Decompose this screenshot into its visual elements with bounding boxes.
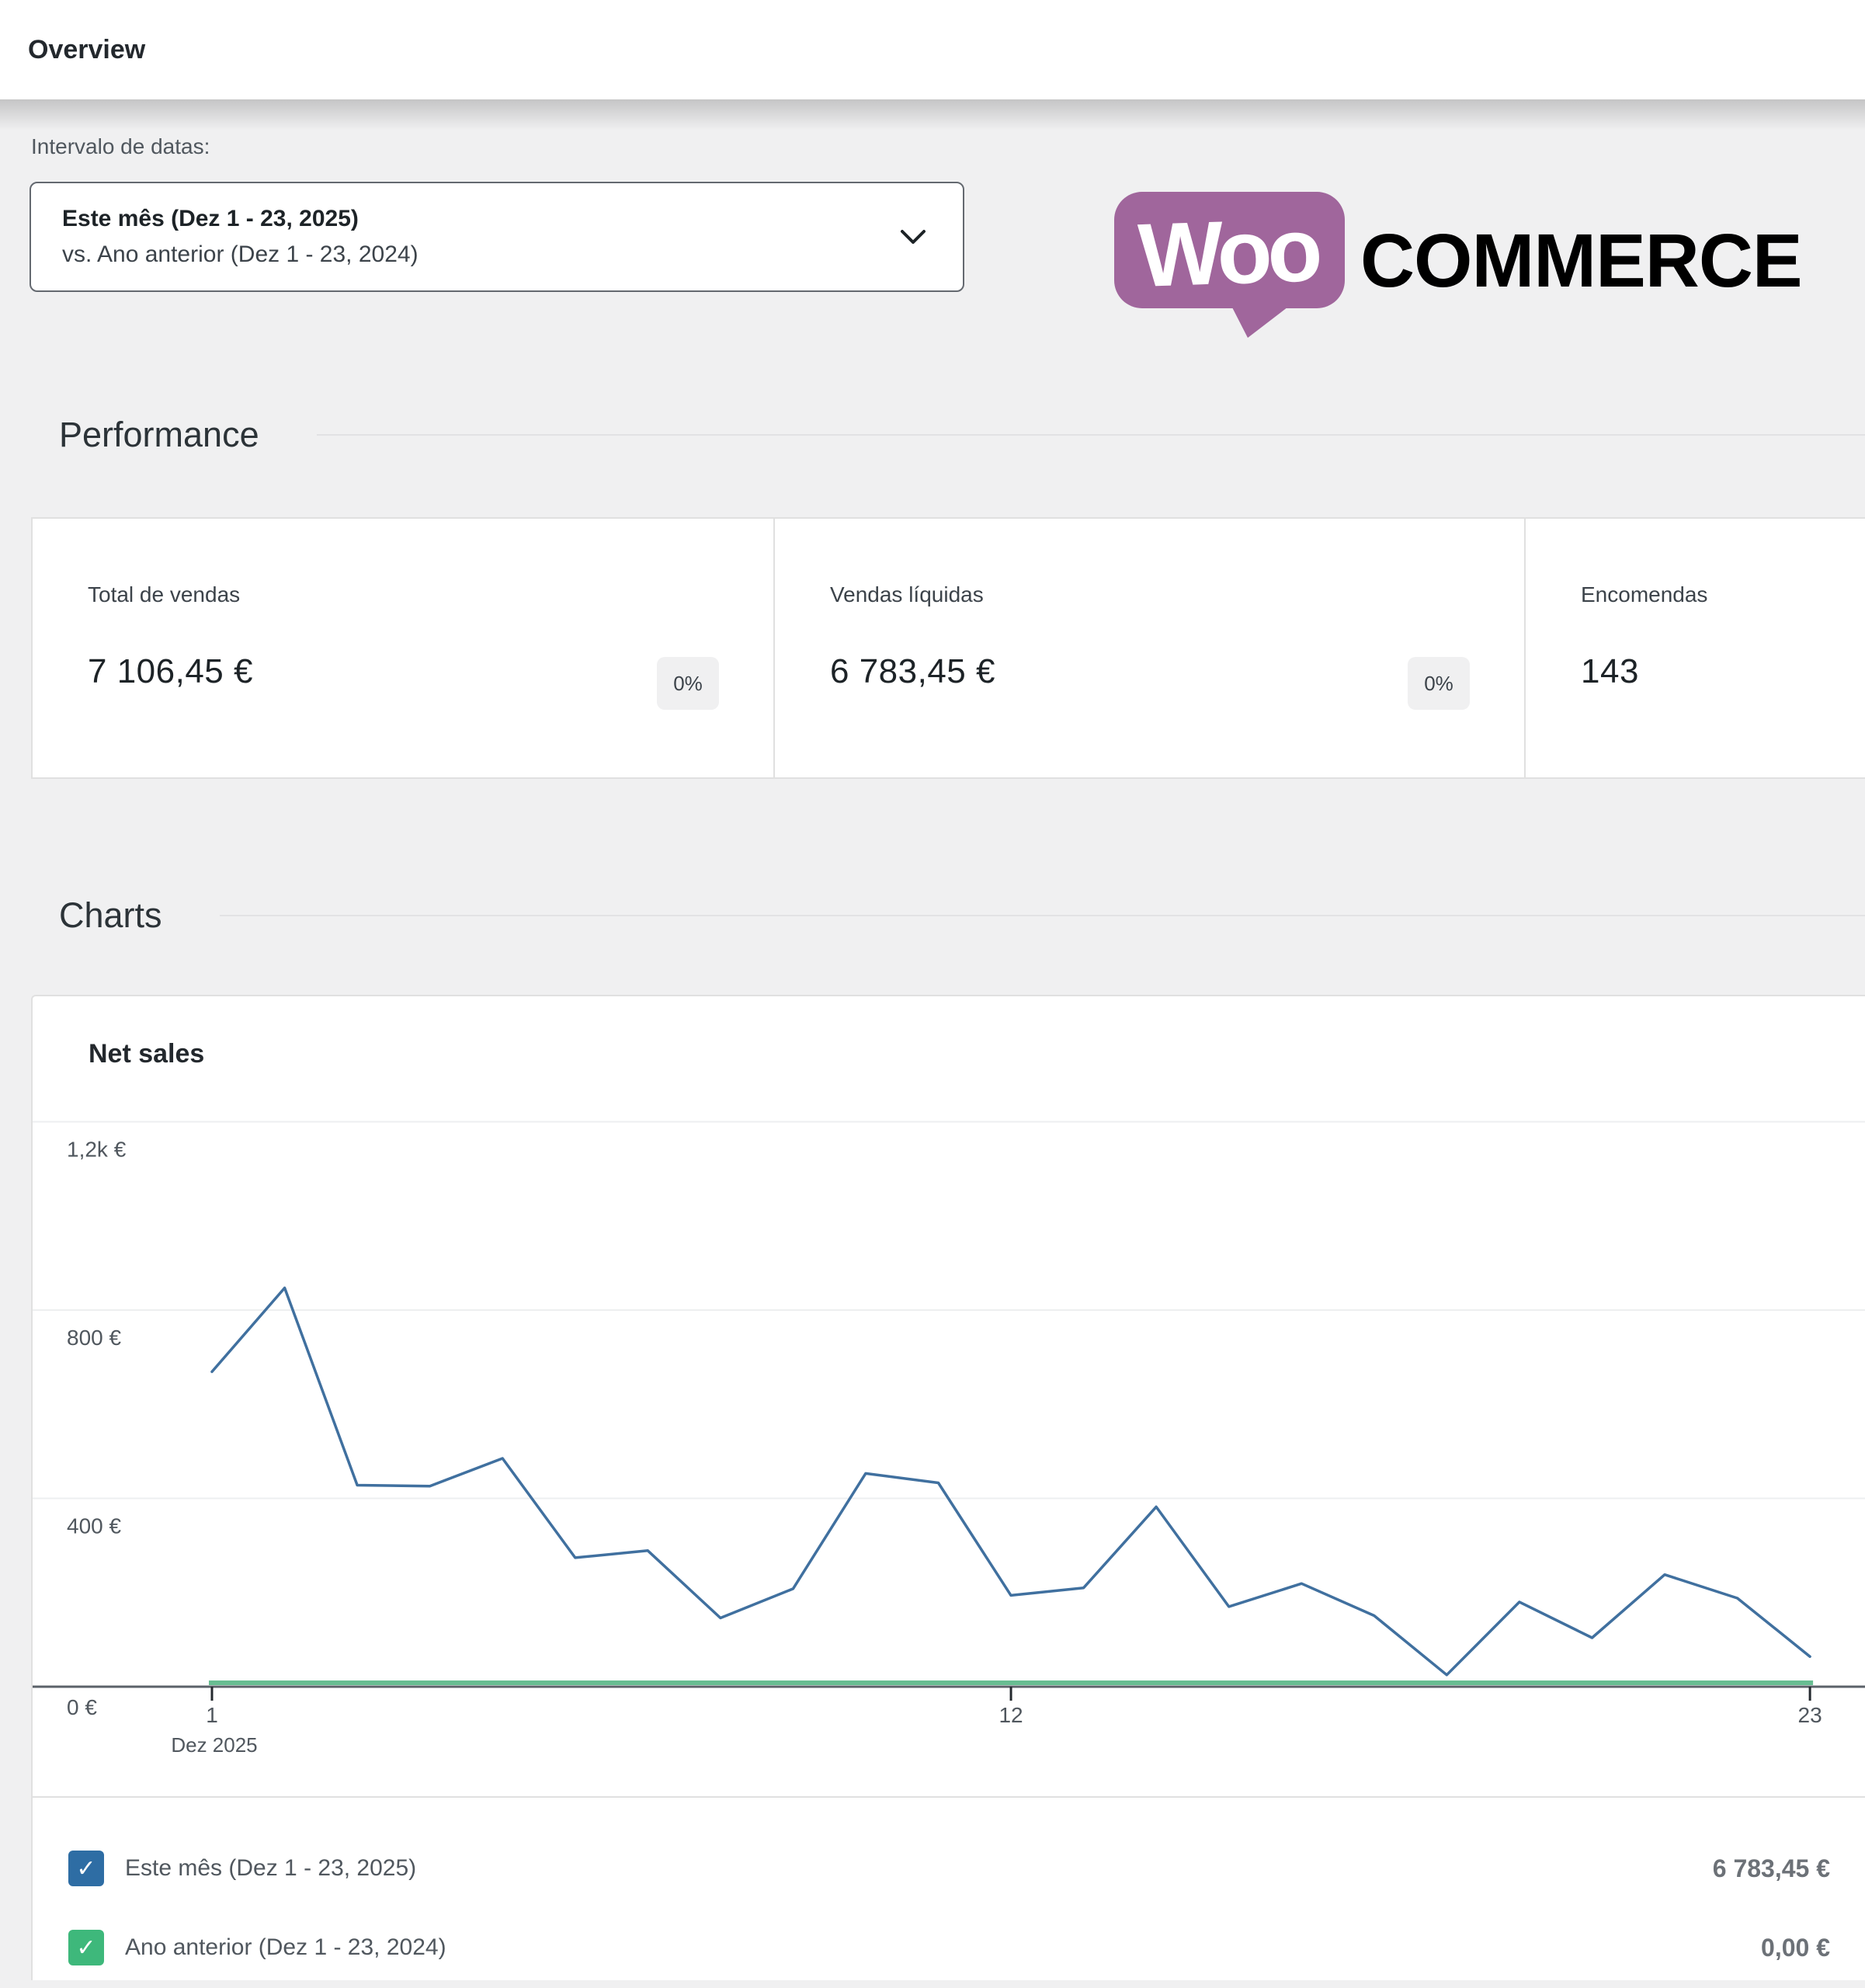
net-sales-chart: 0 € 400 € 800 € 1,2k € 1 12 23 Dez 2025 bbox=[33, 1121, 1865, 1757]
chart-legend: ✓ Este mês (Dez 1 - 23, 2025) 6 783,45 €… bbox=[33, 1796, 1865, 1965]
performance-section-header: Performance bbox=[59, 415, 1865, 455]
svg-text:0 €: 0 € bbox=[67, 1695, 97, 1719]
top-bar-shadow bbox=[0, 99, 1865, 130]
legend-row-previous-year[interactable]: ✓ Ano anterior (Dez 1 - 23, 2024) 0,00 € bbox=[68, 1930, 1830, 1965]
svg-text:1: 1 bbox=[206, 1703, 218, 1727]
svg-text:Dez 2025: Dez 2025 bbox=[171, 1733, 257, 1757]
top-bar: Overview bbox=[0, 0, 1865, 99]
charts-section-header: Charts bbox=[59, 895, 1865, 936]
checkbox-this-month[interactable]: ✓ bbox=[68, 1851, 104, 1886]
card-value: 7 106,45 € bbox=[88, 652, 253, 690]
legend-value: 6 783,45 € bbox=[1712, 1854, 1830, 1882]
legend-label: Este mês (Dez 1 - 23, 2025) bbox=[125, 1855, 417, 1881]
card-value: 143 bbox=[1581, 652, 1639, 690]
card-orders[interactable]: Encomendas 143 bbox=[1526, 519, 1865, 777]
performance-heading: Performance bbox=[59, 415, 259, 454]
card-label: Total de vendas bbox=[88, 582, 241, 606]
date-range-label: Intervalo de datas: bbox=[31, 134, 210, 158]
date-range-secondary: vs. Ano anterior (Dez 1 - 23, 2024) bbox=[62, 242, 418, 267]
charts-heading: Charts bbox=[59, 895, 162, 935]
main-content: Intervalo de datas: Este mês (Dez 1 - 23… bbox=[0, 134, 1865, 1980]
chart-title: Net sales bbox=[89, 1039, 205, 1069]
trend-badge: 0% bbox=[1408, 657, 1470, 710]
checkbox-previous-year[interactable]: ✓ bbox=[68, 1930, 104, 1965]
chevron-down-icon bbox=[901, 230, 926, 244]
card-net-sales[interactable]: Vendas líquidas 6 783,45 € 0% bbox=[775, 519, 1526, 777]
svg-text:12: 12 bbox=[998, 1703, 1023, 1727]
svg-text:1,2k €: 1,2k € bbox=[67, 1138, 127, 1162]
svg-text:23: 23 bbox=[1798, 1703, 1822, 1727]
date-range-primary: Este mês (Dez 1 - 23, 2025) bbox=[62, 206, 359, 231]
date-range-dropdown[interactable]: Este mês (Dez 1 - 23, 2025) vs. Ano ante… bbox=[30, 182, 964, 292]
performance-cards: Total de vendas 7 106,45 € 0% Vendas líq… bbox=[31, 517, 1865, 779]
card-value: 6 783,45 € bbox=[830, 652, 995, 690]
woocommerce-logo: Woo COMMERCE bbox=[1114, 192, 1803, 338]
trend-badge: 0% bbox=[657, 657, 719, 710]
card-label: Vendas líquidas bbox=[830, 582, 984, 606]
legend-value: 0,00 € bbox=[1761, 1933, 1830, 1962]
card-total-sales[interactable]: Total de vendas 7 106,45 € 0% bbox=[33, 519, 775, 777]
legend-label: Ano anterior (Dez 1 - 23, 2024) bbox=[125, 1934, 446, 1960]
card-label: Encomendas bbox=[1581, 582, 1708, 606]
heading-divider bbox=[219, 915, 1865, 916]
heading-divider bbox=[316, 434, 1865, 436]
page-title: Overview bbox=[28, 34, 146, 64]
svg-text:800 €: 800 € bbox=[67, 1326, 121, 1350]
svg-text:400 €: 400 € bbox=[67, 1514, 121, 1538]
woo-bubble bbox=[1114, 192, 1345, 308]
woo-bubble-text: Woo bbox=[1137, 199, 1321, 306]
legend-row-this-month[interactable]: ✓ Este mês (Dez 1 - 23, 2025) 6 783,45 € bbox=[68, 1851, 1830, 1886]
net-sales-card: Net sales 0 € 400 € 800 € 1,2k € 1 12 23 Dez 20… bbox=[31, 995, 1865, 1980]
woo-wordmark: COMMERCE bbox=[1360, 218, 1802, 303]
